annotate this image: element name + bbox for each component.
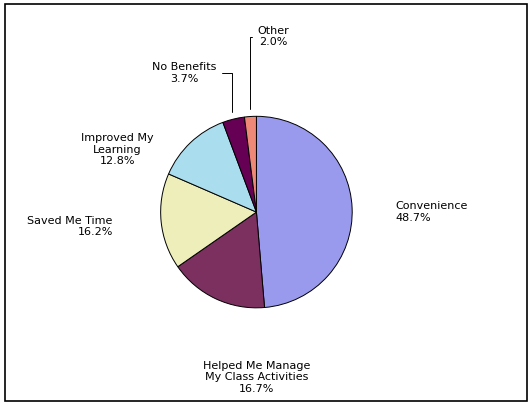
- Text: No Benefits
3.7%: No Benefits 3.7%: [152, 62, 232, 112]
- Text: Other
2.0%: Other 2.0%: [250, 26, 289, 109]
- Wedge shape: [256, 116, 352, 307]
- Wedge shape: [178, 212, 264, 308]
- Wedge shape: [244, 116, 256, 212]
- Wedge shape: [161, 174, 256, 267]
- Text: Saved Me Time
16.2%: Saved Me Time 16.2%: [27, 215, 113, 237]
- Wedge shape: [169, 122, 256, 212]
- Wedge shape: [223, 117, 256, 212]
- Text: Helped Me Manage
My Class Activities
16.7%: Helped Me Manage My Class Activities 16.…: [203, 360, 310, 394]
- Text: Convenience
48.7%: Convenience 48.7%: [395, 201, 468, 223]
- Text: Improved My
Learning
12.8%: Improved My Learning 12.8%: [81, 133, 154, 166]
